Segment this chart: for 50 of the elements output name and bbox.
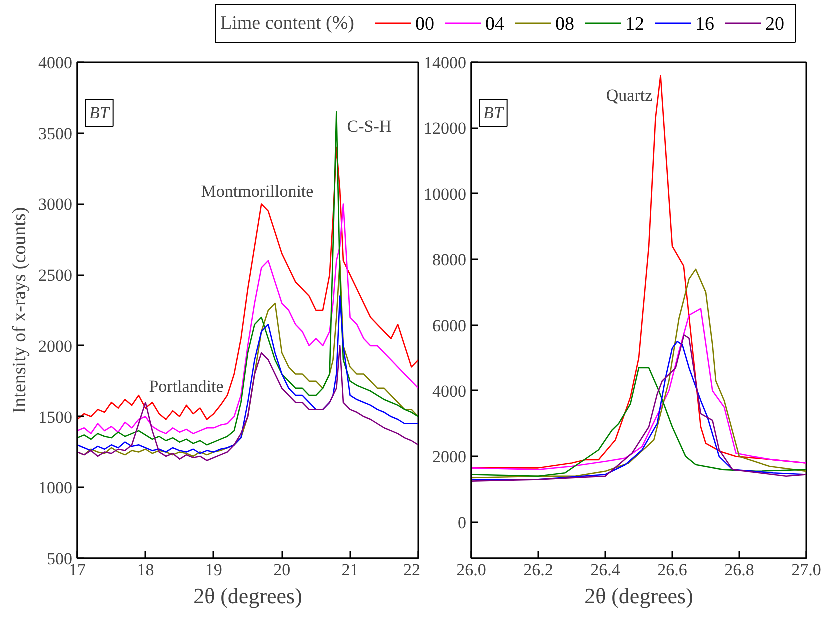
legend-label: 04 — [486, 14, 505, 35]
y-tick-label: 500 — [47, 550, 72, 568]
x-tick-label: 19 — [205, 560, 222, 580]
y-tick-label: 4000 — [38, 54, 72, 72]
y-tick-label: 1500 — [38, 408, 72, 427]
legend-label: 08 — [556, 14, 574, 35]
y-tick-label: 1000 — [38, 478, 72, 498]
legend-label: 00 — [416, 14, 434, 35]
x-tick-label: 26.6 — [658, 560, 688, 580]
annotation: Portlandite — [149, 377, 224, 396]
legend-label: 20 — [766, 14, 784, 35]
y-tick-label: 2000 — [38, 336, 72, 356]
annotation: Montmorillonite — [201, 182, 314, 201]
annotation: BT — [90, 104, 111, 122]
x-tick-label: 20 — [274, 560, 291, 580]
legend-title: Lime content (%) — [220, 13, 355, 34]
y-tick-label: 6000 — [432, 316, 466, 336]
x-tick-label: 18 — [137, 560, 154, 580]
line-series — [472, 367, 806, 478]
annotation: Quartz — [606, 86, 654, 105]
y-tick-label: 2500 — [38, 266, 72, 286]
x-tick-label: 22 — [404, 560, 420, 580]
x-tick-label: 26.0 — [456, 560, 486, 580]
annotation: BT — [484, 104, 505, 122]
y-axis-title: Intensity of x-rays (counts) — [10, 207, 30, 414]
y-tick-label: 14000 — [424, 54, 466, 72]
line-series — [78, 146, 418, 420]
x-tick-label: 26.8 — [724, 560, 754, 580]
x-tick-label: 26.2 — [524, 560, 554, 580]
y-tick-label: 8000 — [432, 250, 466, 270]
line-series — [472, 268, 806, 479]
y-tick-label: 3000 — [38, 195, 72, 214]
line-series — [472, 308, 806, 470]
y-tick-label: 2000 — [432, 448, 466, 467]
y-tick-label: 10000 — [424, 184, 466, 204]
y-tick-label: 0 — [458, 513, 466, 532]
y-tick-label: 4000 — [432, 382, 466, 401]
x-axis-title: 2θ (degrees) — [584, 584, 694, 608]
x-tick-label: 26.4 — [590, 560, 621, 580]
x-tick-label: 27.0 — [792, 560, 822, 580]
y-tick-label: 3500 — [38, 124, 72, 144]
legend-label: 16 — [696, 14, 714, 35]
x-axis-title: 2θ (degrees) — [194, 584, 302, 608]
line-series — [78, 204, 418, 434]
line-series — [78, 345, 418, 462]
legend-label: 12 — [626, 14, 644, 35]
line-series — [78, 296, 418, 454]
annotation: C-S-H — [347, 117, 392, 136]
x-tick-label: 21 — [342, 560, 359, 580]
y-tick-label: 12000 — [424, 119, 466, 138]
